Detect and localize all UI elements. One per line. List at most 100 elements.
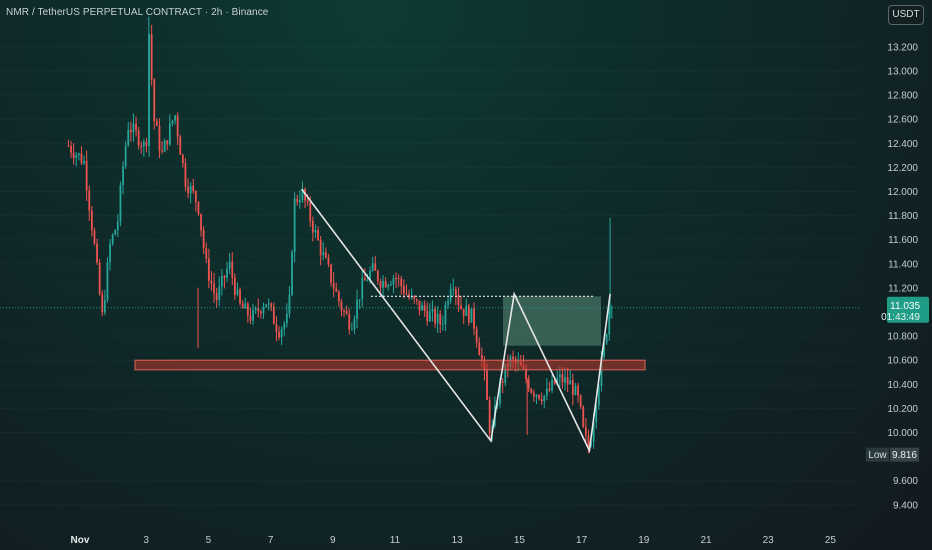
chart-title: NMR / TetherUS PERPETUAL CONTRACT · 2h ·… — [6, 7, 269, 18]
candle-body — [527, 379, 530, 390]
candle-body — [457, 294, 460, 306]
candle-body — [397, 278, 400, 280]
candle-body — [127, 129, 130, 146]
candle-body — [278, 331, 280, 338]
candle-body — [252, 310, 254, 321]
candle-body — [161, 150, 163, 152]
candle-body — [75, 155, 78, 159]
zigzag-pattern[interactable] — [301, 188, 611, 454]
candle-body — [525, 368, 527, 380]
price-tick-label: 12.200 — [887, 163, 918, 174]
candle-body — [532, 392, 535, 397]
current-price-value: 11.035 — [890, 301, 920, 312]
time-tick-label: 21 — [700, 535, 712, 546]
candle-body — [285, 313, 288, 324]
candle-body — [348, 313, 351, 330]
candle-body — [309, 202, 312, 221]
support-zone[interactable] — [134, 359, 646, 371]
candle-body — [577, 385, 579, 396]
candle-body — [301, 188, 304, 201]
candle-body — [189, 185, 192, 194]
candle-body — [176, 115, 179, 137]
candle-body — [257, 308, 260, 312]
candle-body — [116, 221, 119, 231]
candle-body — [574, 385, 577, 395]
price-tick-label: 10.600 — [887, 356, 918, 367]
time-tick-label: 23 — [763, 535, 775, 546]
candle-body — [584, 426, 587, 436]
candle-body — [80, 153, 83, 164]
price-tick-label: 10.400 — [887, 380, 918, 391]
candle-body — [140, 145, 143, 147]
price-tick-label: 12.000 — [887, 187, 918, 198]
time-tick-label: 17 — [576, 535, 588, 546]
candle-body — [488, 400, 491, 434]
candle-body — [595, 405, 598, 423]
candle-body — [306, 200, 309, 203]
candle-body — [296, 198, 299, 203]
candle-body — [392, 278, 395, 285]
candle-body — [379, 281, 382, 288]
candle-body — [174, 115, 176, 121]
candle-body — [389, 284, 392, 286]
time-axis: Nov 3 5 7 9 11 13 15 17 19 21 23 25 — [71, 535, 837, 546]
candle-body — [431, 309, 434, 312]
candle-body — [233, 277, 236, 295]
candle-body — [322, 252, 325, 256]
candle-body — [218, 286, 221, 301]
candle-body — [376, 270, 379, 282]
candle-body — [291, 251, 293, 295]
candle-body — [202, 230, 205, 249]
candle-body — [129, 129, 132, 133]
candle-body — [551, 380, 553, 391]
candle-body — [236, 289, 239, 295]
candle-body — [556, 377, 559, 384]
candle-body — [254, 308, 257, 311]
candle-body — [369, 270, 371, 281]
price-tick-label: 12.400 — [887, 139, 918, 150]
candle-body — [504, 363, 507, 383]
candle-body — [275, 324, 278, 332]
candle-body — [340, 301, 343, 311]
candle-body — [610, 307, 613, 309]
low-tag-label: Low — [868, 450, 887, 461]
candle-body — [158, 125, 161, 151]
candle-body — [98, 262, 101, 295]
candle-body — [363, 277, 366, 281]
candle-body — [85, 160, 88, 191]
current-price-tag[interactable] — [887, 296, 929, 323]
time-tick-label: Nov — [71, 535, 90, 546]
candle-body — [400, 278, 403, 287]
candle-body — [267, 303, 270, 305]
candle-body — [366, 280, 369, 282]
candle-body — [462, 308, 465, 316]
candle-body — [395, 278, 397, 280]
low-tag-label-bg — [866, 447, 889, 462]
candle-body — [109, 243, 111, 263]
candle-body — [558, 374, 561, 378]
time-tick-label: 11 — [390, 535, 401, 546]
candle-body — [382, 280, 384, 288]
price-tick-label: 12.800 — [887, 91, 918, 102]
candle-body — [434, 309, 436, 324]
candle-body — [72, 152, 75, 159]
candle-body — [226, 268, 228, 278]
candle-body — [239, 289, 241, 304]
target-zone[interactable] — [503, 296, 601, 346]
candle-body — [467, 305, 470, 323]
candle-body — [608, 308, 611, 335]
candle-body — [597, 386, 600, 406]
candle-body — [439, 314, 442, 325]
candle-body — [603, 343, 605, 357]
low-tag-value-bg — [890, 447, 919, 462]
candle-body — [402, 286, 405, 294]
candle-body — [194, 190, 197, 202]
currency-button[interactable]: USDT — [888, 5, 924, 25]
candle-body — [153, 79, 156, 122]
candle-body — [88, 190, 91, 211]
candle-body — [262, 306, 265, 314]
time-tick-label: 15 — [514, 535, 526, 546]
candle-body — [478, 342, 481, 356]
